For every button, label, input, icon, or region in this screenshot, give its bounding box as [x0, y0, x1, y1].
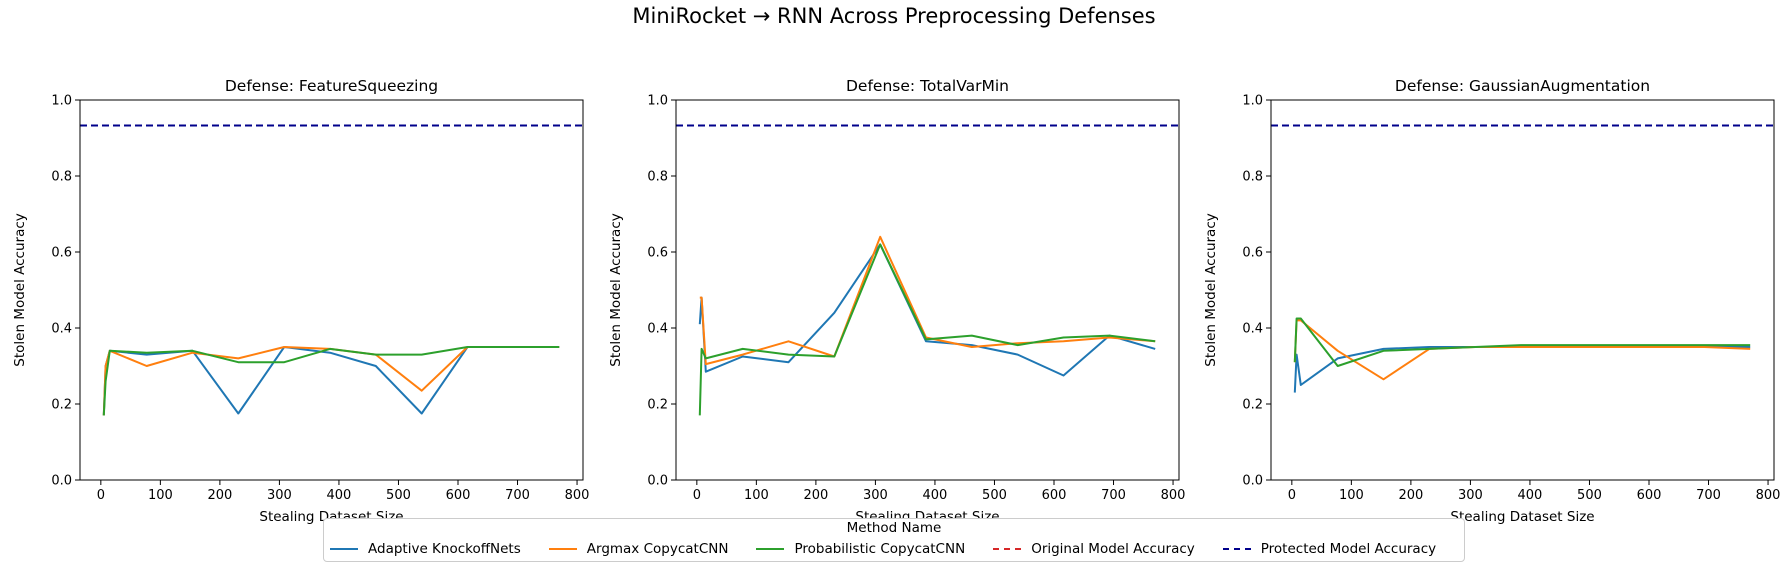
- x-tick-label: 600: [1637, 488, 1662, 503]
- x-tick-label: 200: [803, 488, 828, 503]
- axes-frame: [675, 99, 1180, 481]
- subplot-1: Defense: FeatureSqueezing 0 100 200 300 400 50…: [12, 77, 589, 525]
- x-axis-label: Stealing Dataset Size: [1450, 509, 1594, 525]
- subplot-2: Defense: TotalVarMin 0 100 200 300 400 500 600 7…: [608, 77, 1185, 525]
- legend-title: Method Name: [846, 520, 942, 536]
- x-tick-label: 700: [1101, 488, 1126, 503]
- x-tick-label: 0: [97, 488, 105, 503]
- y-tick-label: 0.0: [647, 474, 668, 489]
- subplot-title: Defense: GaussianAugmentation: [1395, 77, 1650, 95]
- x-tick-label: 400: [1518, 488, 1543, 503]
- series-line-argmax-copycatcnn: [102, 346, 560, 416]
- y-tick-label: 0.8: [51, 170, 72, 185]
- x-tick-label: 300: [863, 488, 888, 503]
- legend-swatch: [756, 548, 785, 550]
- y-tick-label: 1.0: [51, 94, 72, 109]
- series-line-probabilistic-copycatcnn: [102, 346, 560, 416]
- y-axis-label: Stolen Model Accuracy: [12, 213, 28, 366]
- x-tick-label: 0: [693, 488, 701, 503]
- y-tick-label: 0.6: [51, 246, 72, 261]
- legend-swatch: [548, 548, 577, 550]
- subplot-title: Defense: FeatureSqueezing: [225, 77, 438, 95]
- x-tick-label: 400: [923, 488, 948, 503]
- x-tick-label: 500: [386, 488, 411, 503]
- x-tick-label: 100: [1339, 488, 1364, 503]
- x-tick-label: 300: [1458, 488, 1483, 503]
- y-tick-label: 1.0: [647, 94, 668, 109]
- x-tick-label: 200: [207, 488, 232, 503]
- y-tick-label: 0.2: [51, 398, 72, 413]
- legend-label: Argmax CopycatCNN: [586, 541, 729, 557]
- x-tick-label: 600: [1042, 488, 1067, 503]
- x-tick-label: 400: [327, 488, 352, 503]
- x-tick-label: 100: [744, 488, 769, 503]
- series-line-adaptive-knockoffnets: [102, 346, 560, 416]
- x-tick-label: 500: [1577, 488, 1602, 503]
- x-tick-label: 600: [446, 488, 471, 503]
- x-tick-label: 700: [1696, 488, 1721, 503]
- figure-title: MiniRocket → RNN Across Preprocessing De…: [632, 4, 1156, 28]
- x-tick-label: 0: [1288, 488, 1296, 503]
- y-tick-label: 0.8: [647, 170, 668, 185]
- x-tick-label: 100: [148, 488, 173, 503]
- y-tick-label: 0.4: [1242, 322, 1263, 337]
- series-line-probabilistic-copycatcnn: [698, 243, 1156, 416]
- x-tick-label: 300: [267, 488, 292, 503]
- x-tick-label: 200: [1398, 488, 1423, 503]
- subplot-3: Defense: GaussianAugmentation 0 100 200 300 4…: [1203, 77, 1780, 525]
- legend-item: Probabilistic CopycatCNN: [756, 541, 965, 557]
- x-tick-label: 500: [982, 488, 1007, 503]
- y-tick-label: 0.2: [647, 398, 668, 413]
- y-tick-label: 0.8: [1242, 170, 1263, 185]
- x-tick-label: 800: [565, 488, 590, 503]
- subplot-title: Defense: TotalVarMin: [846, 77, 1009, 95]
- y-tick-label: 0.0: [1242, 474, 1263, 489]
- legend-swatch: [330, 548, 358, 550]
- legend-label: Adaptive KnockoffNets: [368, 541, 521, 557]
- axes-frame: [79, 99, 584, 481]
- x-tick-label: 800: [1161, 488, 1186, 503]
- y-tick-label: 0.6: [647, 246, 668, 261]
- y-tick-label: 0.6: [1242, 246, 1263, 261]
- series-line-adaptive-knockoffnets: [698, 243, 1156, 377]
- legend-items: Adaptive KnockoffNets Argmax CopycatCNN Pr…: [330, 541, 1436, 557]
- y-tick-label: 0.2: [1242, 398, 1263, 413]
- legend-item: Original Model Accuracy: [993, 541, 1195, 557]
- legend-item: Adaptive KnockoffNets: [330, 541, 521, 557]
- legend-swatch: [993, 548, 1022, 550]
- legend-label: Original Model Accuracy: [1031, 541, 1195, 557]
- legend: Method Name Adaptive KnockoffNets Argmax …: [323, 518, 1465, 562]
- legend-label: Probabilistic CopycatCNN: [794, 541, 966, 557]
- x-tick-label: 800: [1756, 488, 1781, 503]
- axes-frame: [1270, 99, 1775, 481]
- y-tick-label: 1.0: [1242, 94, 1263, 109]
- legend-label: Protected Model Accuracy: [1260, 541, 1437, 557]
- y-tick-label: 0.4: [51, 322, 72, 337]
- legend-item: Argmax CopycatCNN: [548, 541, 729, 557]
- series-line-argmax-copycatcnn: [699, 235, 1156, 366]
- series-line-argmax-copycatcnn: [1293, 319, 1751, 381]
- y-tick-label: 0.0: [51, 474, 72, 489]
- legend-item: Protected Model Accuracy: [1222, 541, 1437, 557]
- y-tick-label: 0.4: [647, 322, 668, 337]
- x-tick-label: 700: [505, 488, 530, 503]
- y-axis-label: Stolen Model Accuracy: [608, 213, 624, 366]
- series-line-probabilistic-copycatcnn: [1293, 317, 1751, 367]
- series-line-adaptive-knockoffnets: [1293, 346, 1751, 393]
- legend-swatch: [1222, 548, 1251, 550]
- y-axis-label: Stolen Model Accuracy: [1203, 213, 1219, 366]
